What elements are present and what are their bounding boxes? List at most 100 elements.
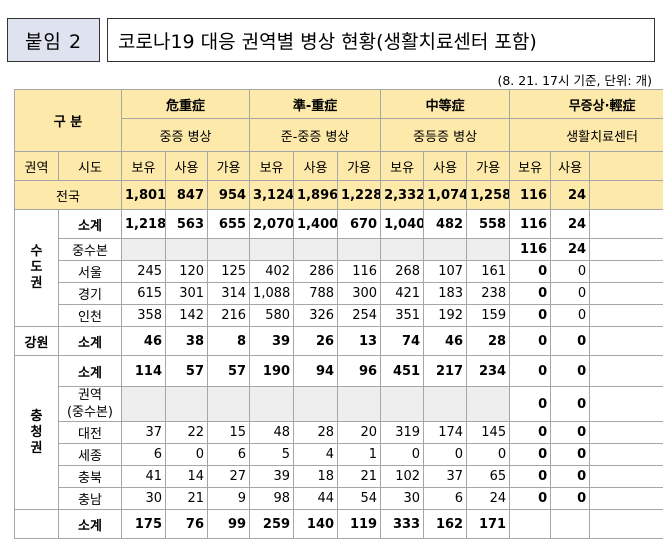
cell: 0	[165, 443, 209, 466]
cell: 0	[589, 326, 663, 356]
cell: 24	[550, 180, 591, 210]
cell	[423, 386, 468, 422]
cell: 28	[293, 421, 339, 444]
cell: 8	[207, 326, 251, 356]
cell: 0	[550, 282, 591, 305]
cell	[249, 386, 295, 422]
cell: 563	[165, 209, 209, 239]
cell: 351	[380, 304, 425, 327]
header-row-3: 권역 시도 보유 사용 가용 보유 사용 가용 보유 사용 가용 보유 사용 가…	[14, 151, 663, 181]
cell: 358	[121, 304, 167, 327]
cell: 0	[380, 443, 425, 466]
cell	[165, 238, 209, 261]
cell: 259	[249, 509, 295, 539]
row-label: 대전	[57, 421, 123, 444]
cell: 120	[165, 260, 209, 283]
cell: 0	[550, 487, 591, 510]
region-char: 권	[30, 276, 43, 291]
bed-status-table: 구 분 危重症 準-重症 中等症 무증상·輕症 중증 병상 준-중증 병상 중등…	[13, 89, 663, 539]
header-group-critical: 危重症	[121, 89, 251, 119]
cell: 92	[589, 209, 663, 239]
table-row-chungnam: 충남 30 21 9 98 44 54 30 6 24 0 0 0	[15, 487, 663, 510]
cell: 0	[550, 386, 591, 422]
header-col-avail: 가용	[589, 151, 663, 181]
cell: 57	[165, 355, 209, 387]
cell: 0	[550, 443, 591, 466]
cell: 286	[293, 260, 339, 283]
cell	[466, 386, 511, 422]
cell: 300	[337, 282, 382, 305]
cell: 0	[589, 386, 663, 422]
table-row-sudo-center: 중수본 116 24 92	[15, 238, 663, 261]
header-sub-mild: 생활치료센터	[509, 118, 663, 152]
cell: 0	[509, 386, 552, 422]
cell: 116	[509, 238, 552, 261]
header-sub-semi-critical: 준-중증 병상	[249, 118, 382, 152]
cell	[550, 509, 591, 539]
cell: 0	[550, 304, 591, 327]
table-row-gangwon-subtotal: 강원 소계 46 38 8 39 26 13 74 46 28 0 0 0	[14, 326, 663, 356]
cell: 482	[423, 209, 468, 239]
cell	[380, 386, 425, 422]
cell: 0	[423, 443, 468, 466]
cell: 0	[509, 326, 552, 356]
cell: 37	[121, 421, 167, 444]
cell: 3,124	[249, 180, 295, 210]
header-col-use: 사용	[423, 151, 468, 181]
row-label: 세종	[57, 443, 123, 466]
cell: 142	[165, 304, 209, 327]
table-row-next-subtotal: 소계 175 76 99 259 140 119 333 162 171	[14, 509, 663, 539]
cell: 27	[207, 465, 251, 488]
cell: 21	[337, 465, 382, 488]
cell: 234	[466, 355, 511, 387]
cell: 2,332	[380, 180, 425, 210]
cell: 301	[165, 282, 209, 305]
cell: 92	[589, 180, 663, 210]
cell: 2,070	[249, 209, 295, 239]
cell: 0	[550, 355, 591, 387]
cell	[121, 386, 167, 422]
cell: 1,400	[293, 209, 339, 239]
cell	[207, 386, 251, 422]
cell: 954	[207, 180, 251, 210]
cell: 1,258	[466, 180, 511, 210]
header-col-city: 시도	[57, 151, 123, 181]
cell: 0	[509, 421, 552, 444]
cell: 48	[249, 421, 295, 444]
cell: 24	[550, 238, 591, 261]
cell: 107	[423, 260, 468, 283]
cell: 238	[466, 282, 511, 305]
cell: 0	[589, 282, 663, 305]
cell: 159	[466, 304, 511, 327]
cell: 319	[380, 421, 425, 444]
cell: 94	[293, 355, 339, 387]
header-col-avail: 가용	[337, 151, 382, 181]
cell: 421	[380, 282, 425, 305]
cell: 26	[293, 326, 339, 356]
cell: 1	[337, 443, 382, 466]
region-char: 권	[30, 440, 43, 456]
cell: 46	[121, 326, 167, 356]
row-label: 소계	[57, 209, 123, 239]
cell: 30	[121, 487, 167, 510]
cell: 24	[466, 487, 511, 510]
cell: 558	[466, 209, 511, 239]
cell: 9	[207, 487, 251, 510]
cell: 171	[466, 509, 511, 539]
row-label: 소계	[57, 355, 123, 387]
cell: 96	[337, 355, 382, 387]
cell	[423, 238, 468, 261]
cell: 28	[466, 326, 511, 356]
cell: 39	[249, 326, 295, 356]
table-row-national-total: 전국 1,801 847 954 3,124 1,896 1,228 2,332…	[13, 180, 663, 210]
header-sub-moderate: 중등증 병상	[380, 118, 511, 152]
cell: 0	[550, 326, 591, 356]
cell	[121, 238, 167, 261]
cell: 0	[589, 355, 663, 387]
header-gubun: 구 분	[13, 89, 123, 152]
header-col-avail: 가용	[466, 151, 511, 181]
cell: 4	[293, 443, 339, 466]
cell: 847	[165, 180, 209, 210]
header-col-avail: 가용	[207, 151, 251, 181]
cell: 1,228	[337, 180, 382, 210]
